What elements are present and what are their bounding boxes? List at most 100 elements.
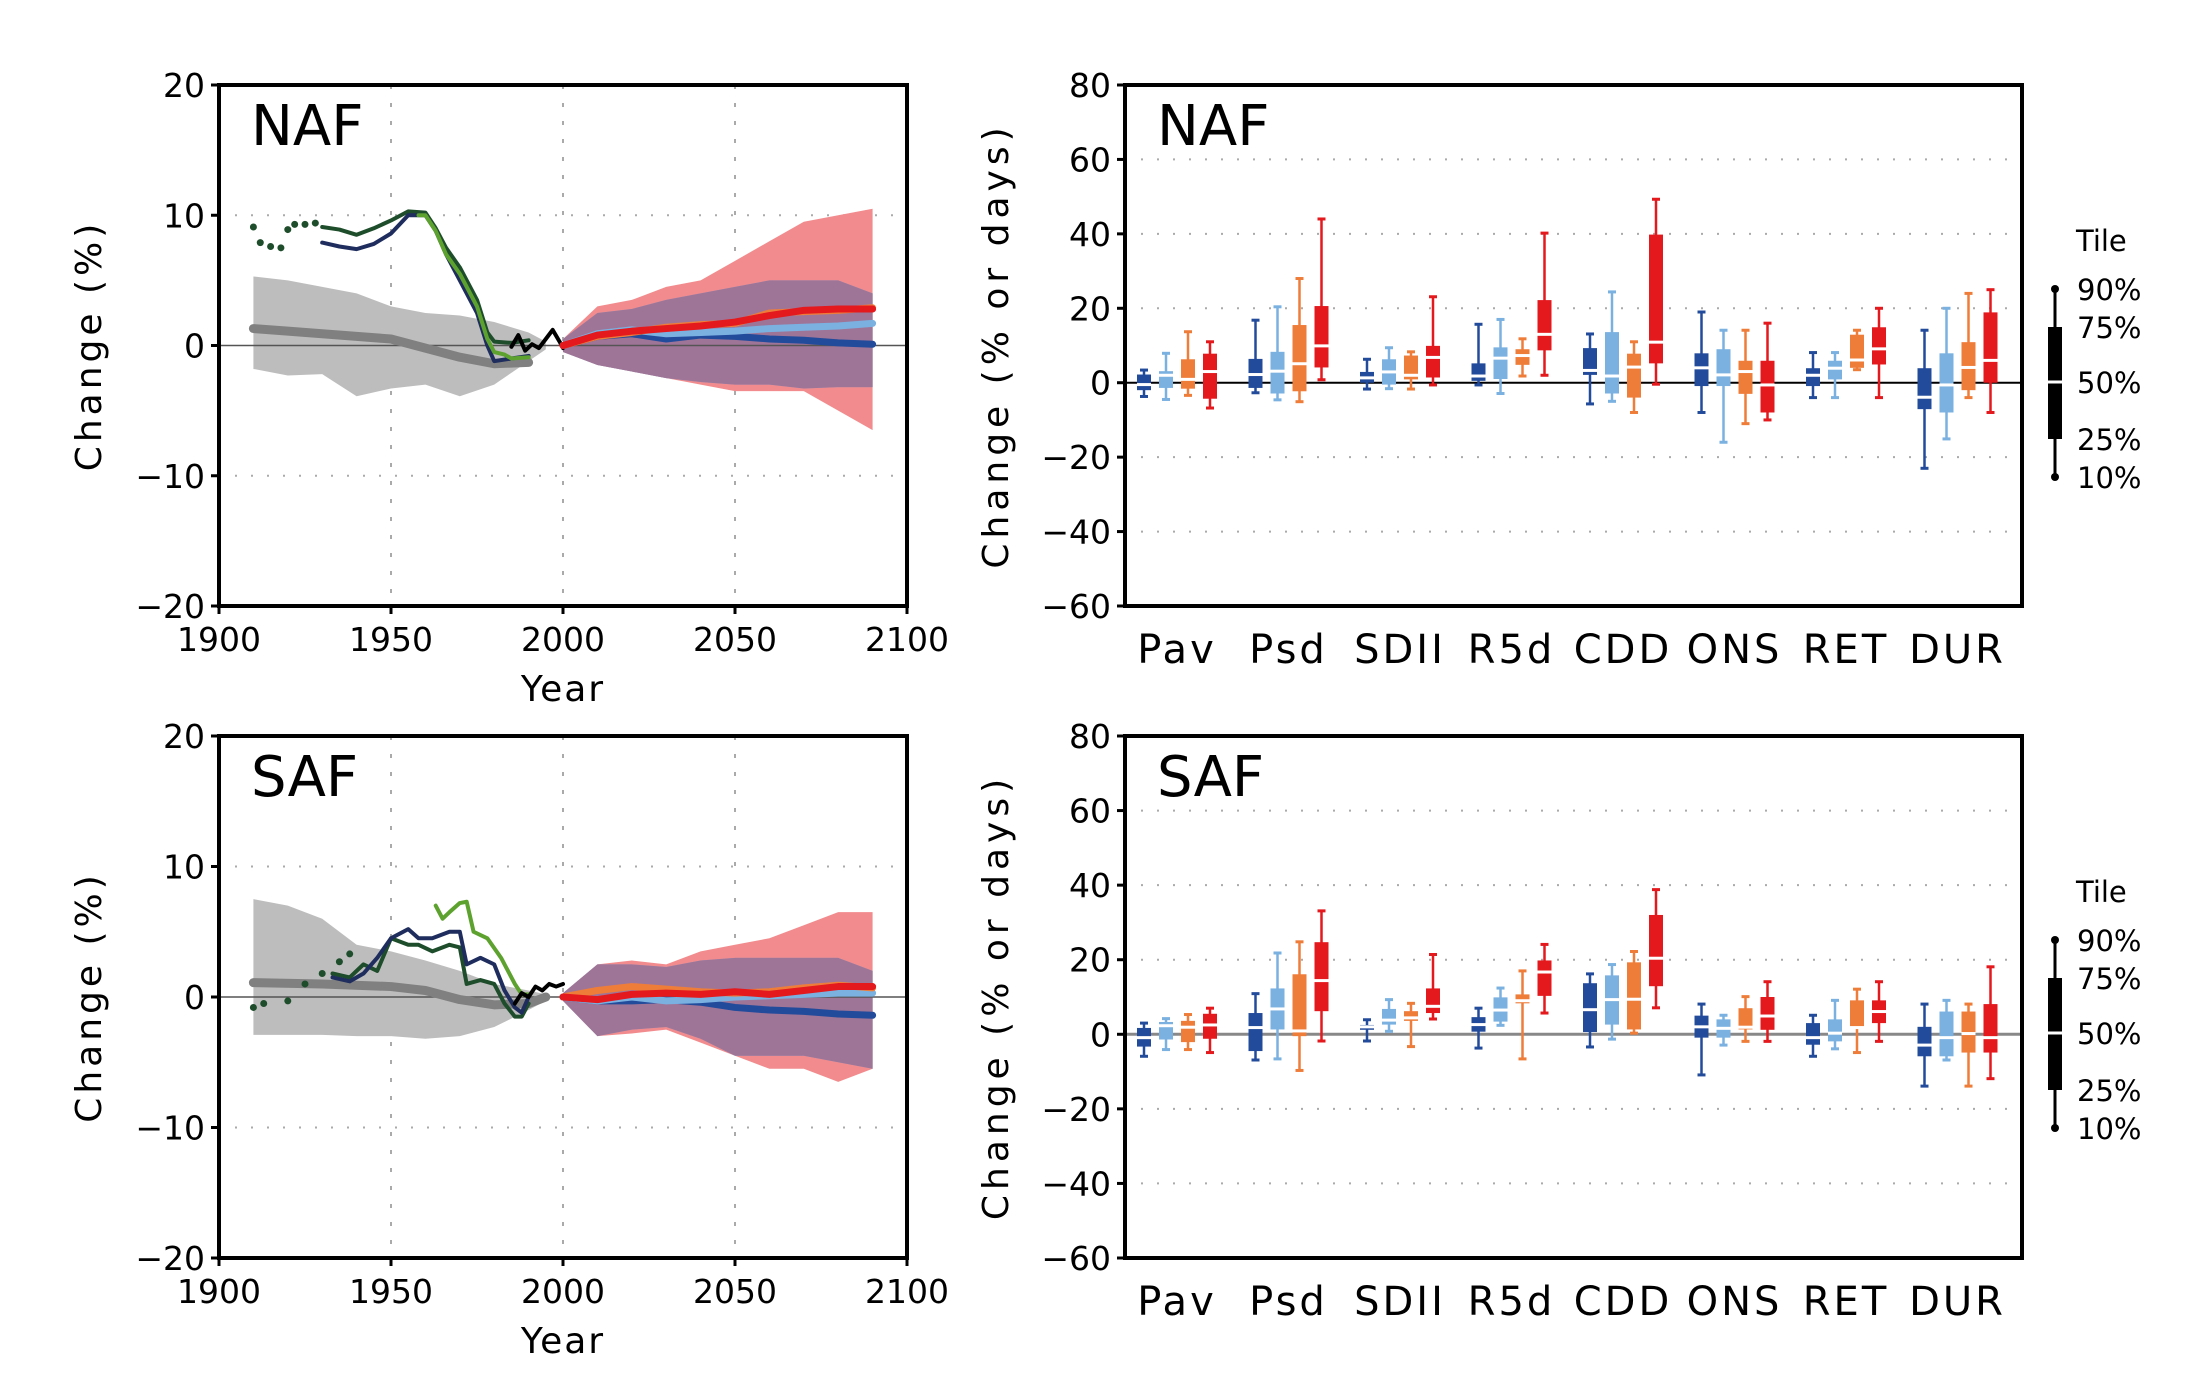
series-line <box>330 927 531 1015</box>
box-sdii-3 <box>1426 295 1440 387</box>
box-body <box>1917 368 1932 410</box>
category-label: CDD <box>1574 1279 1673 1325</box>
box-body <box>1939 353 1954 413</box>
box-psd-0 <box>1248 992 1263 1062</box>
series-line <box>433 899 531 997</box>
x-tick-label: 2000 <box>521 620 605 659</box>
box-body <box>1983 1004 1998 1053</box>
x-tick-label: 1950 <box>349 1272 433 1311</box>
box-ons-0 <box>1694 310 1709 414</box>
box-psd-2 <box>1292 940 1307 1072</box>
box-body <box>1471 363 1486 381</box>
series-line <box>330 936 531 1019</box>
y-tick-label: −20 <box>1041 1090 1111 1129</box>
box-dur-2 <box>1961 1002 1976 1088</box>
box-r5d-1 <box>1493 317 1508 396</box>
box-body <box>1314 306 1329 368</box>
box-psd-2 <box>1292 277 1307 404</box>
box-ret-1 <box>1828 998 1842 1051</box>
box-sdii-1 <box>1382 346 1396 391</box>
box-body <box>1537 960 1552 996</box>
y-tick-label: −20 <box>135 1239 205 1278</box>
box-body <box>1694 353 1709 387</box>
box-body <box>1850 1000 1864 1029</box>
box-body <box>1404 355 1418 380</box>
plot-frame <box>1123 83 2024 608</box>
box-ons-2 <box>1738 995 1753 1043</box>
y-tick-label: 20 <box>163 717 205 756</box>
y-tick-label: −60 <box>1041 587 1111 626</box>
box-body <box>1292 325 1307 392</box>
box-body <box>1537 300 1552 351</box>
y-tick-label: 20 <box>1069 289 1111 328</box>
y-tick-label: 40 <box>1069 866 1111 905</box>
category-label: ONS <box>1687 627 1783 673</box>
box-sdii-3 <box>1426 952 1440 1021</box>
box-dur-1 <box>1939 306 1954 441</box>
series-point <box>301 980 309 988</box>
x-tick-label: 2000 <box>521 1272 605 1311</box>
panel-saf-boxplot: Pav Psd SDII R5d CDD ONS RET DUR Change (% or da… <box>976 717 2141 1325</box>
box-r5d-3 <box>1537 231 1552 377</box>
y-tick-label: −20 <box>1041 438 1111 477</box>
box-pav-1 <box>1159 351 1173 401</box>
box-ons-2 <box>1738 328 1753 426</box>
panel-naf-boxplot: Pav Psd SDII R5d CDD ONS RET DUR Change (% or da… <box>976 66 2141 673</box>
box-r5d-2 <box>1515 969 1530 1061</box>
series-point <box>267 243 275 251</box>
y-tick-label: 10 <box>163 196 205 235</box>
box-pav-2 <box>1181 1013 1195 1052</box>
y-tick-label: −40 <box>1041 1164 1111 1203</box>
box-body <box>1181 359 1195 389</box>
box-cdd-3 <box>1649 888 1663 1010</box>
box-ons-3 <box>1760 980 1775 1043</box>
x-tick-label: 2050 <box>693 1272 777 1311</box>
y-tick-label: 10 <box>163 848 205 887</box>
box-dur-0 <box>1917 328 1932 470</box>
box-dur-2 <box>1961 291 1976 400</box>
box-pav-3 <box>1203 1006 1217 1055</box>
box-body <box>1983 312 1998 383</box>
y-tick-label: 40 <box>1069 215 1111 254</box>
box-cdd-1 <box>1605 290 1619 403</box>
box-body <box>1137 374 1151 391</box>
series-line <box>416 213 531 361</box>
percentile-legend: Tile 90% 75% 50% 25% 10% <box>2048 224 2141 495</box>
box-body <box>1760 997 1775 1030</box>
x-axis-label: Year <box>520 1321 605 1362</box>
y-tick-label: 60 <box>1069 792 1111 831</box>
box-body <box>1828 360 1842 380</box>
box-body <box>1181 1020 1195 1043</box>
panel-label: SAF <box>1157 745 1264 810</box>
box-pav-3 <box>1203 340 1217 410</box>
category-label: SDII <box>1354 1279 1446 1325</box>
box-body <box>1493 347 1508 379</box>
series-line <box>248 324 534 369</box>
series-point <box>335 958 343 966</box>
box-pav-0 <box>1137 368 1151 398</box>
box-r5d-1 <box>1493 986 1508 1027</box>
box-ret-3 <box>1872 980 1886 1043</box>
category-label: ONS <box>1687 1279 1783 1325</box>
box-body <box>1583 983 1597 1033</box>
series-line <box>559 983 877 1004</box>
box-r5d-2 <box>1515 337 1530 378</box>
y-axis-label: Change (%) <box>69 220 110 472</box>
legend-label: 10% <box>2077 461 2141 495</box>
series-point <box>284 997 292 1005</box>
panel-label: NAF <box>1157 94 1269 159</box>
box-body <box>1248 1013 1263 1052</box>
y-tick-label: 0 <box>1090 1015 1111 1054</box>
x-tick-label: 2100 <box>865 1272 949 1311</box>
series-point <box>284 226 292 234</box>
box-body <box>1917 1026 1932 1057</box>
box-body <box>1515 994 1530 1004</box>
legend-label: 90% <box>2077 273 2141 307</box>
box-body <box>1649 234 1663 364</box>
box-body <box>1939 1011 1954 1057</box>
box-ons-0 <box>1694 1002 1709 1077</box>
box-body <box>1872 327 1886 365</box>
box-sdii-2 <box>1404 1001 1418 1049</box>
x-axis-label: Year <box>520 669 605 710</box>
